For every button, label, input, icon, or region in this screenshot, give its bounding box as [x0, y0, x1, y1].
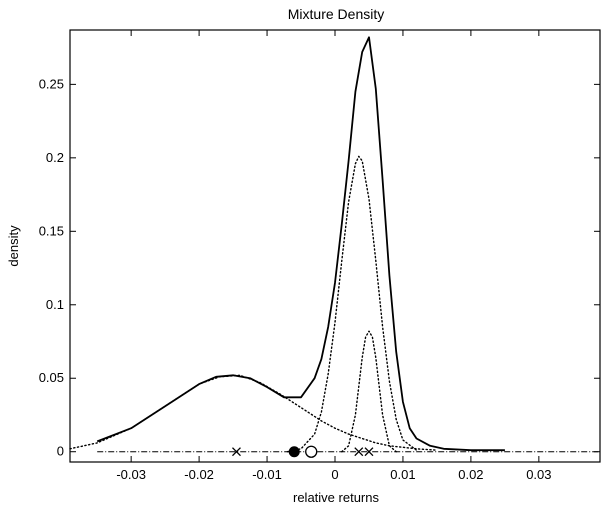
series-layer [69, 36, 600, 453]
x-tick-label: -0.02 [184, 467, 214, 482]
cross-marker [364, 447, 374, 457]
y-tick-label: 0.15 [39, 223, 64, 238]
markers-layer [232, 445, 374, 458]
cross-marker [232, 447, 241, 457]
component-density-curve [286, 155, 418, 453]
x-tick-label: 0.03 [526, 467, 551, 482]
y-tick-label: 0.1 [46, 297, 64, 312]
open-circle-marker [305, 445, 318, 458]
mixture-density-curve [96, 36, 505, 452]
x-tick-label: 0.02 [458, 467, 483, 482]
y-tick-label: 0.2 [46, 150, 64, 165]
x-tick-label: 0.01 [390, 467, 415, 482]
y-tick-label: 0.05 [39, 370, 64, 385]
component-density-curve [341, 330, 397, 453]
axis-ticks: -0.03 -0.02 -0.01 0 0.01 0.02 0.03 0 0.05 0.1 0.15… [39, 30, 600, 482]
plot-frame [69, 29, 601, 463]
x-tick-label: -0.01 [252, 467, 282, 482]
y-axis-label: density [6, 225, 21, 267]
x-axis-label: relative returns [293, 490, 379, 505]
chart-title: Mixture Density [288, 6, 384, 22]
plot-area [69, 29, 601, 463]
cross-marker [354, 447, 364, 457]
y-tick-label: 0 [57, 444, 64, 459]
y-tick-label: 0.25 [39, 76, 64, 91]
x-tick-label: -0.03 [116, 467, 146, 482]
filled-circle-marker [288, 446, 300, 458]
x-tick-label: 0 [331, 467, 338, 482]
